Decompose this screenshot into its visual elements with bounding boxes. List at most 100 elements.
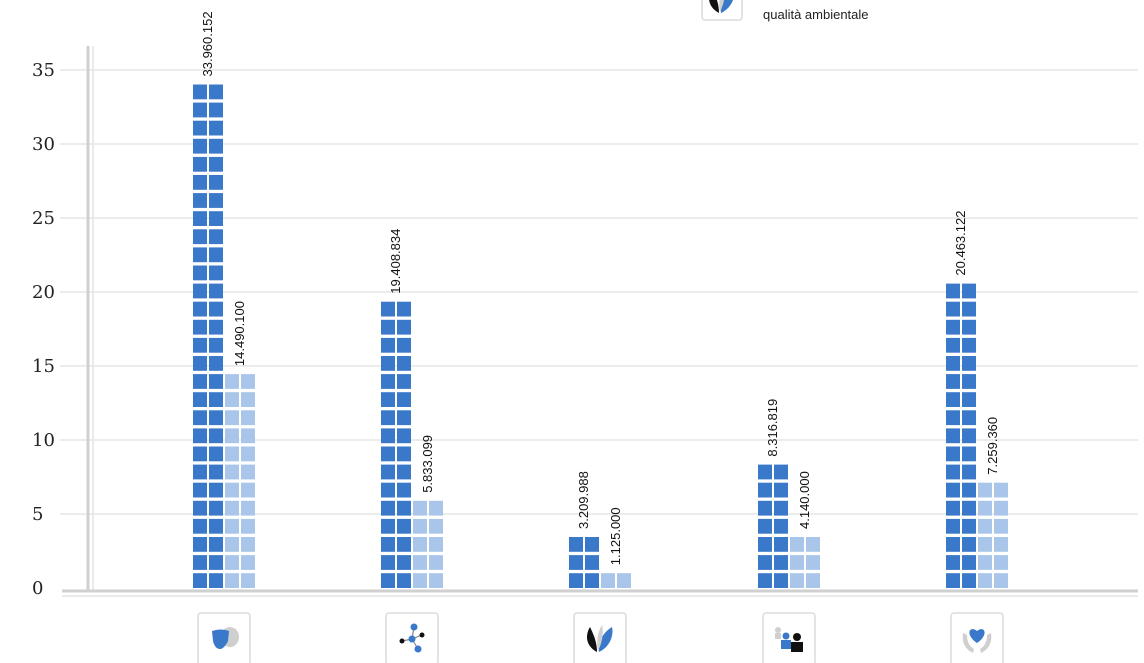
person-grey xyxy=(775,627,781,633)
bar-square xyxy=(994,518,1008,534)
bar-square xyxy=(585,573,599,588)
value-labels: 33.960.152 19.408.834 3.209.988 8.316.819 20… xyxy=(200,11,1000,565)
bar-square xyxy=(209,374,223,389)
bar-square xyxy=(774,482,788,498)
network-node xyxy=(408,635,416,643)
bar-square xyxy=(209,446,223,462)
bar-square xyxy=(381,573,395,588)
person-blue xyxy=(782,632,790,640)
bar-square xyxy=(962,555,976,570)
bar-square xyxy=(209,175,223,190)
leaf-grey xyxy=(597,625,603,651)
bar-square xyxy=(193,193,207,208)
bar-square xyxy=(397,518,411,534)
bar-square xyxy=(397,555,411,570)
data-label: 20.463.122 xyxy=(953,211,968,276)
bar-square xyxy=(617,573,631,588)
bar-square xyxy=(962,446,976,462)
network-icon xyxy=(399,623,425,653)
bar-square xyxy=(209,265,223,281)
bar-square xyxy=(806,555,820,570)
y-tick-label: 0 xyxy=(32,578,43,599)
bar-square xyxy=(397,301,411,317)
bar-square xyxy=(962,410,976,426)
bar-square xyxy=(193,247,207,263)
network-node xyxy=(414,645,422,653)
bar-square xyxy=(585,555,599,570)
network-node xyxy=(410,623,418,631)
bar-square xyxy=(193,555,207,570)
person-grey-body xyxy=(775,633,781,639)
bar-square xyxy=(193,283,207,299)
bar-square xyxy=(429,537,443,552)
bar-square xyxy=(962,337,976,353)
bar-square xyxy=(413,555,427,570)
bar-square xyxy=(946,301,960,317)
y-tick-label: 5 xyxy=(32,504,43,525)
bar-square xyxy=(193,229,207,245)
bar-square xyxy=(209,84,223,100)
leaf-icon xyxy=(586,625,613,652)
bar-square xyxy=(413,518,427,534)
bar-square xyxy=(946,283,960,299)
bar-square xyxy=(946,428,960,444)
bar-square xyxy=(381,374,395,389)
bar-square xyxy=(381,337,395,353)
bar-square xyxy=(978,537,992,552)
bar-square xyxy=(429,555,443,570)
bar-square xyxy=(209,428,223,444)
bar-square xyxy=(758,500,772,516)
bar-square xyxy=(962,392,976,407)
bar-square xyxy=(774,555,788,570)
bar-square xyxy=(381,537,395,552)
bar-square xyxy=(978,482,992,498)
bar-square xyxy=(241,537,255,552)
bar-square xyxy=(962,319,976,335)
bar-square xyxy=(994,573,1008,588)
bar-square xyxy=(241,555,255,570)
bar-square xyxy=(962,537,976,552)
bar-square xyxy=(193,138,207,154)
bar-square xyxy=(397,446,411,462)
person-blue-body xyxy=(781,640,791,649)
leaf-blue xyxy=(720,0,733,13)
bar-square xyxy=(209,283,223,299)
bar-square xyxy=(429,500,443,516)
bar-square xyxy=(241,428,255,444)
bar-square xyxy=(962,482,976,498)
hand-right xyxy=(980,633,992,653)
y-tick-label: 10 xyxy=(32,430,55,451)
person-black-body xyxy=(791,642,803,652)
bar-square xyxy=(193,392,207,407)
bar-square xyxy=(397,428,411,444)
hand-left xyxy=(962,633,974,653)
y-tick-label: 20 xyxy=(32,282,55,303)
bar-square xyxy=(397,482,411,498)
bar-square xyxy=(241,573,255,588)
bar-square xyxy=(381,392,395,407)
bar-square xyxy=(962,283,976,299)
bar-square xyxy=(209,319,223,335)
bar-square xyxy=(241,518,255,534)
bar-square xyxy=(585,537,599,552)
bar-square xyxy=(569,573,583,588)
bar-square xyxy=(209,410,223,426)
bar-square xyxy=(774,573,788,588)
bar-square xyxy=(209,156,223,172)
bar-square xyxy=(381,500,395,516)
bar-square xyxy=(209,138,223,154)
bar-square xyxy=(978,573,992,588)
bar-square xyxy=(225,428,239,444)
bar-square xyxy=(225,410,239,426)
bar-square xyxy=(962,573,976,588)
bar-square xyxy=(962,374,976,389)
bar-square xyxy=(225,482,239,498)
person-black xyxy=(793,633,801,641)
bar-square xyxy=(962,500,976,516)
bar-square xyxy=(381,319,395,335)
y-tick-label: 25 xyxy=(32,208,55,229)
bar-square xyxy=(381,301,395,317)
bar-square xyxy=(193,518,207,534)
bar-square xyxy=(193,265,207,281)
